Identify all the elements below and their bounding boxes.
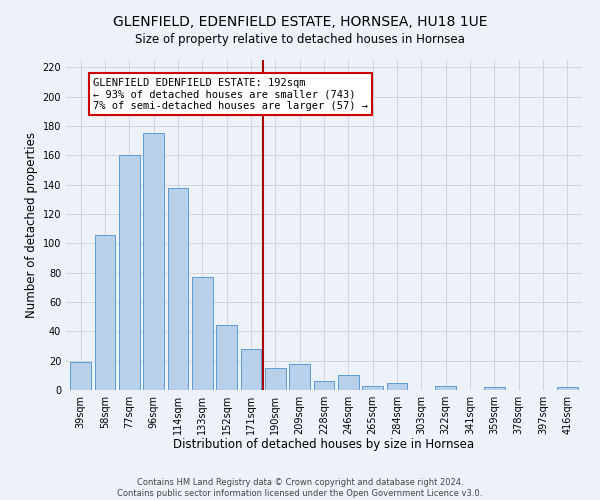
Bar [216, 326, 237, 390]
Y-axis label: Number of detached properties: Number of detached properties [25, 132, 38, 318]
Bar [167, 188, 188, 390]
Bar [119, 156, 140, 390]
Bar [192, 277, 212, 390]
Bar [95, 234, 115, 390]
Bar [386, 382, 407, 390]
Bar [265, 368, 286, 390]
Text: GLENFIELD EDENFIELD ESTATE: 192sqm
← 93% of detached houses are smaller (743)
7%: GLENFIELD EDENFIELD ESTATE: 192sqm ← 93%… [93, 78, 368, 111]
Bar [338, 376, 359, 390]
Bar [70, 362, 91, 390]
X-axis label: Distribution of detached houses by size in Hornsea: Distribution of detached houses by size … [173, 438, 475, 452]
Bar [143, 134, 164, 390]
Bar [362, 386, 383, 390]
Bar [484, 387, 505, 390]
Text: GLENFIELD, EDENFIELD ESTATE, HORNSEA, HU18 1UE: GLENFIELD, EDENFIELD ESTATE, HORNSEA, HU… [113, 15, 487, 29]
Bar [241, 349, 262, 390]
Bar [436, 386, 456, 390]
Bar [314, 381, 334, 390]
Bar [557, 387, 578, 390]
Text: Contains HM Land Registry data © Crown copyright and database right 2024.
Contai: Contains HM Land Registry data © Crown c… [118, 478, 482, 498]
Bar [289, 364, 310, 390]
Text: Size of property relative to detached houses in Hornsea: Size of property relative to detached ho… [135, 32, 465, 46]
